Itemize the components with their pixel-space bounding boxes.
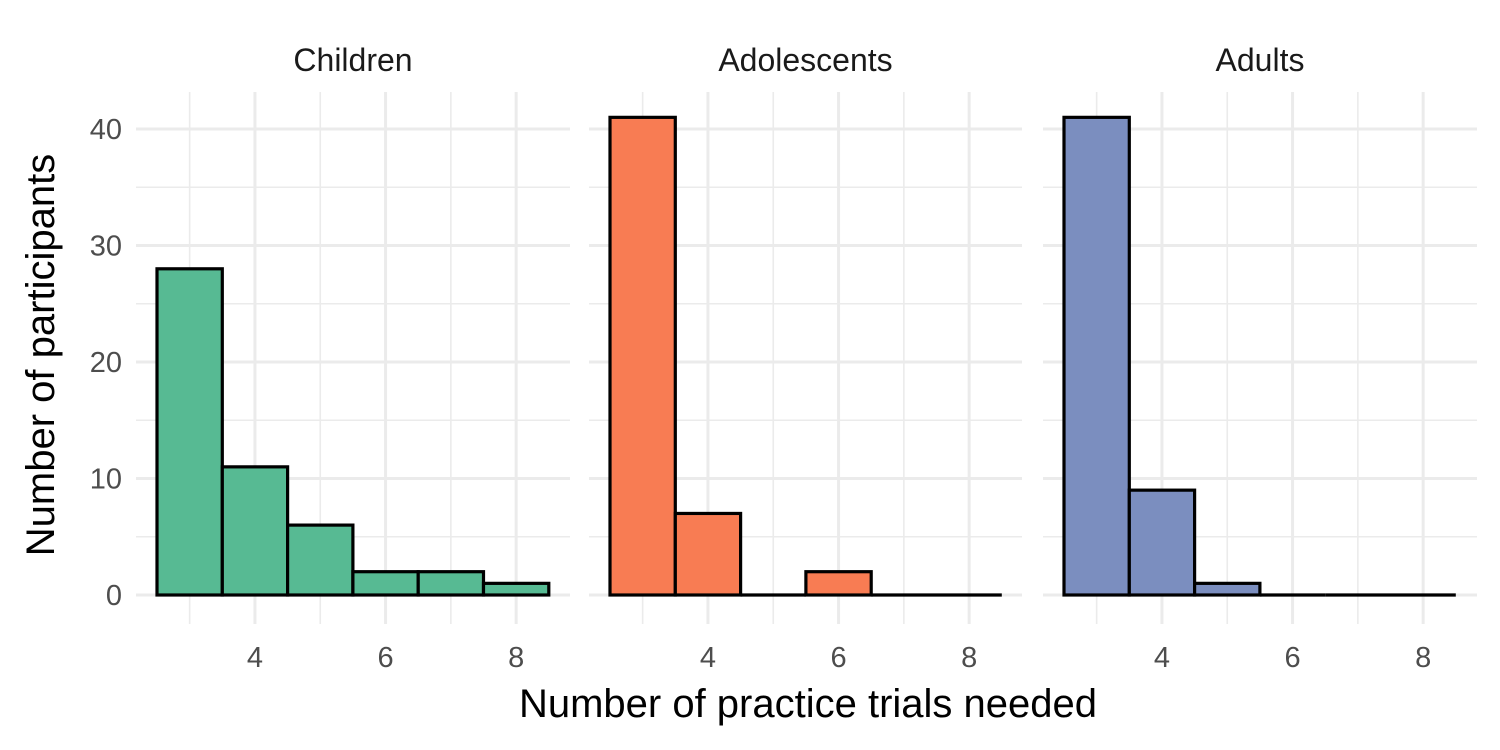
x-tick-label: 8 xyxy=(1415,642,1431,674)
facet-title: Adults xyxy=(1216,42,1305,78)
histogram-bar xyxy=(608,115,677,597)
x-tick-label: 6 xyxy=(377,642,393,674)
histogram-bar xyxy=(286,523,355,597)
y-tick-label: 30 xyxy=(90,231,122,263)
histogram-bar xyxy=(416,570,486,597)
x-tick-label: 6 xyxy=(1284,642,1300,674)
y-tick-label: 10 xyxy=(90,464,122,496)
y-tick-label: 0 xyxy=(106,580,122,612)
histogram-bar xyxy=(155,267,224,597)
bar-layer xyxy=(155,115,1456,597)
histogram-bar xyxy=(673,511,743,597)
histogram-bar xyxy=(1127,488,1197,597)
x-axis-title: Number of practice trials needed xyxy=(519,682,1097,726)
histogram-bar xyxy=(804,570,873,597)
histogram-bar xyxy=(220,465,290,597)
x-tick-label: 8 xyxy=(508,642,524,674)
x-tick-label: 6 xyxy=(830,642,846,674)
x-tick-label: 4 xyxy=(1154,642,1170,674)
histogram-bar xyxy=(1192,581,1262,597)
x-tick-label: 4 xyxy=(700,642,716,674)
y-axis-title: Number of participants xyxy=(19,154,63,556)
x-tick-label: 8 xyxy=(961,642,977,674)
histogram-bar xyxy=(1062,115,1131,597)
histogram-bar xyxy=(481,581,551,597)
facet-title: Children xyxy=(293,42,412,78)
y-tick-label: 40 xyxy=(90,114,122,146)
y-tick-label: 20 xyxy=(90,347,122,379)
label-layer: Children 4 6 8 Adolescents 4 6 8 Adults 4 6 8 0 10 20 3… xyxy=(90,42,1431,674)
x-tick-label: 4 xyxy=(247,642,263,674)
histogram-bar xyxy=(351,570,420,597)
facet-title: Adolescents xyxy=(718,42,892,78)
